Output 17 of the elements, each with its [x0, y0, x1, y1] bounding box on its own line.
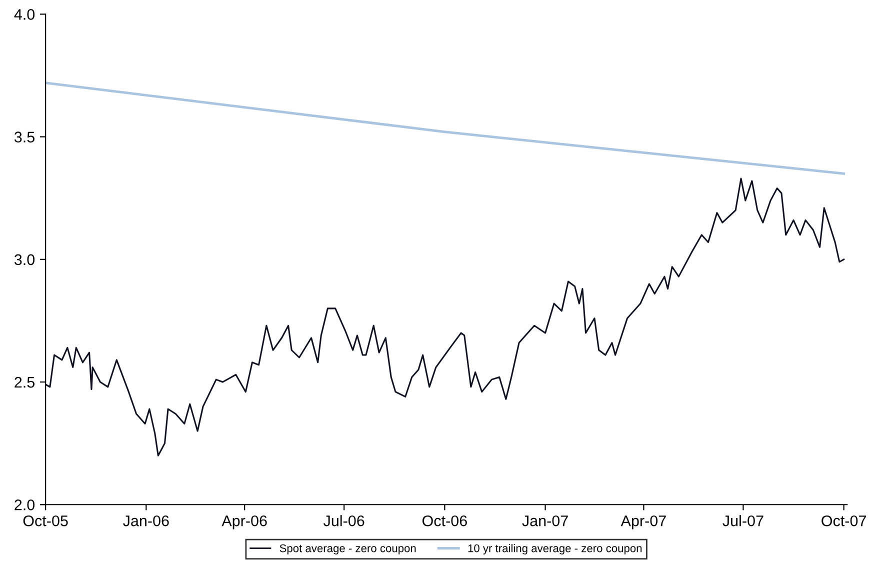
x-tick-label: Jan-06	[123, 515, 169, 526]
y-tick-label: 3.0	[14, 254, 35, 266]
x-tick-label: Jan-07	[522, 515, 568, 526]
x-tick-label: Jul-07	[722, 515, 764, 526]
y-tick-label: 2.5	[14, 376, 34, 388]
legend-label: Spot average - zero coupon	[280, 544, 416, 554]
x-tick-label: Oct-05	[23, 515, 68, 526]
y-tick-label: 2.0	[14, 500, 35, 510]
y-tick-label: 3.5	[14, 132, 34, 142]
x-tick-label: Jul-06	[324, 515, 364, 526]
legend-label: 10 yr trailing average - zero coupon	[468, 544, 642, 554]
x-tick-label: Apr-06	[222, 515, 267, 530]
x-tick-label: Oct-07	[822, 515, 866, 526]
x-tick-label: Oct-06	[422, 515, 467, 526]
line-series	[46, 178, 845, 456]
y-tick-label: 4.0	[14, 9, 35, 20]
x-tick-label: Apr-07	[620, 515, 666, 530]
